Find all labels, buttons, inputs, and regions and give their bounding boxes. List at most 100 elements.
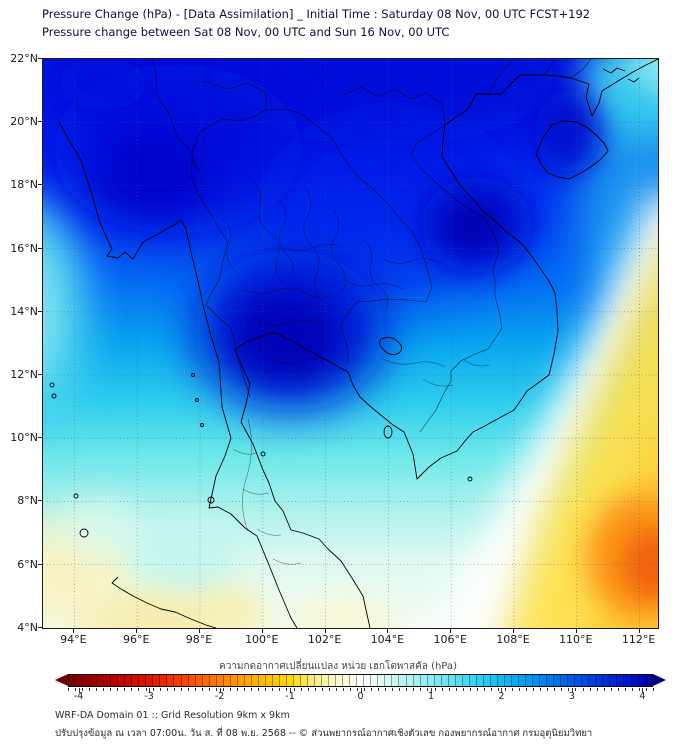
colorbar-minor-tick: [497, 688, 499, 691]
colorbar-minor-tick: [483, 688, 485, 691]
colorbar-minor-tick: [378, 688, 380, 691]
colorbar-segment: [265, 675, 273, 686]
colorbar-minor-tick: [293, 688, 295, 691]
colorbar-major-tick: [149, 688, 151, 693]
colorbar-major-tick: [430, 688, 432, 693]
colorbar-minor-tick: [638, 688, 640, 691]
colorbar-segment: [146, 675, 154, 686]
colorbar-minor-tick: [653, 688, 654, 691]
x-axis-tick: [73, 629, 75, 633]
colorbar-segment: [624, 675, 632, 686]
colorbar-minor-tick: [406, 688, 408, 691]
colorbar-segment: [568, 675, 576, 686]
colorbar-segment: [174, 675, 182, 686]
y-axis-label: 8°N: [17, 494, 38, 508]
colorbar-minor-tick: [349, 688, 351, 691]
colorbar-minor-tick: [328, 688, 330, 691]
colorbar-segment: [455, 675, 463, 686]
y-axis-label: 18°N: [10, 178, 38, 192]
colorbar-minor-tick: [364, 688, 366, 691]
colorbar-segment: [547, 675, 555, 686]
y-axis-label: 22°N: [10, 52, 38, 65]
colorbar-segment: [582, 675, 590, 686]
colorbar-segment: [329, 675, 337, 686]
colorbar-minor-tick: [335, 688, 337, 691]
x-axis-tick: [387, 629, 389, 633]
x-axis-label: 106°E: [433, 633, 467, 646]
colorbar-major-tick: [219, 688, 221, 693]
y-axis-tick: [38, 310, 42, 312]
colorbar-major-tick: [571, 688, 573, 693]
colorbar-minor-tick: [272, 688, 274, 691]
colorbar-segment: [132, 675, 140, 686]
x-axis-label: 108°E: [496, 633, 530, 646]
colorbar-minor-tick: [568, 688, 570, 691]
colorbar-minor-tick: [392, 688, 394, 691]
field-navy-hainan-strait: [535, 89, 599, 173]
colorbar-segment: [617, 675, 625, 686]
colorbar-segment: [575, 675, 583, 686]
colorbar-minor-tick: [89, 688, 91, 691]
colorbar-minor-tick: [526, 688, 528, 691]
colorbar-minor-tick: [258, 688, 260, 691]
footer-update-info: ปรับปรุงข้อมูล ณ เวลา 07:00น. วัน ส. ที่…: [55, 728, 593, 739]
colorbar-minor-tick: [504, 688, 506, 691]
colorbar-minor-tick: [589, 688, 591, 691]
colorbar-segment: [631, 675, 639, 686]
colorbar-major-tick: [501, 688, 503, 693]
colorbar-segment: [258, 675, 266, 686]
colorbar-segment: [596, 675, 604, 686]
colorbar-minor-tick: [187, 688, 189, 691]
country-borders: [150, 59, 592, 433]
colorbar-segment: [160, 675, 168, 686]
y-axis-tick: [38, 563, 42, 565]
colorbar-minor-tick: [314, 688, 316, 691]
colorbar-segment: [533, 675, 541, 686]
colorbar-tick-label: -4: [73, 691, 84, 702]
x-axis-label: 112°E: [621, 633, 656, 646]
colorbar-ticks: [68, 688, 654, 694]
x-axis-label: 94°E: [60, 633, 87, 646]
colorbar-segment: [497, 675, 505, 686]
colorbar-minor-tick: [145, 688, 147, 691]
colorbar-minor-tick: [533, 688, 535, 691]
colorbar-minor-tick: [216, 688, 217, 691]
x-axis-tick: [324, 629, 326, 633]
colorbar-segment: [202, 675, 210, 686]
colorbar-segment: [483, 675, 491, 686]
x-axis-tick: [261, 629, 263, 633]
y-axis-label: 14°N: [10, 304, 38, 318]
colorbar-major-tick: [290, 688, 292, 693]
colorbar-segment: [230, 675, 238, 686]
x-axis-tick: [575, 629, 577, 633]
colorbar-segment: [188, 675, 196, 686]
colorbar-minor-tick: [561, 688, 563, 691]
colorbar-segment: [427, 675, 435, 686]
colorbar-segment: [125, 675, 133, 686]
y-axis-label: 10°N: [10, 431, 38, 445]
colorbar-minor-tick: [230, 688, 232, 691]
colorbar-minor-tick: [631, 688, 633, 691]
colorbar-tick-label: 0: [357, 691, 364, 702]
colorbar-minor-tick: [180, 688, 182, 691]
colorbar-segment: [441, 675, 449, 686]
colorbar-minor-tick: [554, 688, 556, 691]
colorbar-tick-label: -1: [285, 691, 295, 702]
x-axis-tick: [638, 629, 640, 633]
colorbar-segment: [364, 675, 372, 686]
colorbar-segment: [237, 675, 245, 686]
x-axis-label: 98°E: [185, 633, 213, 646]
colorbar-minor-tick: [173, 688, 175, 691]
colorbar-minor-tick: [575, 688, 577, 691]
y-axis-label: 20°N: [10, 115, 38, 129]
colorbar-tick-label: -2: [214, 691, 225, 702]
y-axis-tick: [38, 437, 42, 439]
x-axis-label: 96°E: [122, 633, 150, 646]
colorbar-minor-tick: [490, 688, 492, 691]
colorbar-minor-tick: [455, 688, 457, 691]
colorbar-segment: [357, 675, 365, 686]
colorbar-minor-tick: [434, 688, 436, 691]
colorbar-segment: [406, 675, 414, 686]
colorbar-minor-tick: [519, 688, 521, 691]
colorbar-minor-tick: [201, 688, 203, 691]
